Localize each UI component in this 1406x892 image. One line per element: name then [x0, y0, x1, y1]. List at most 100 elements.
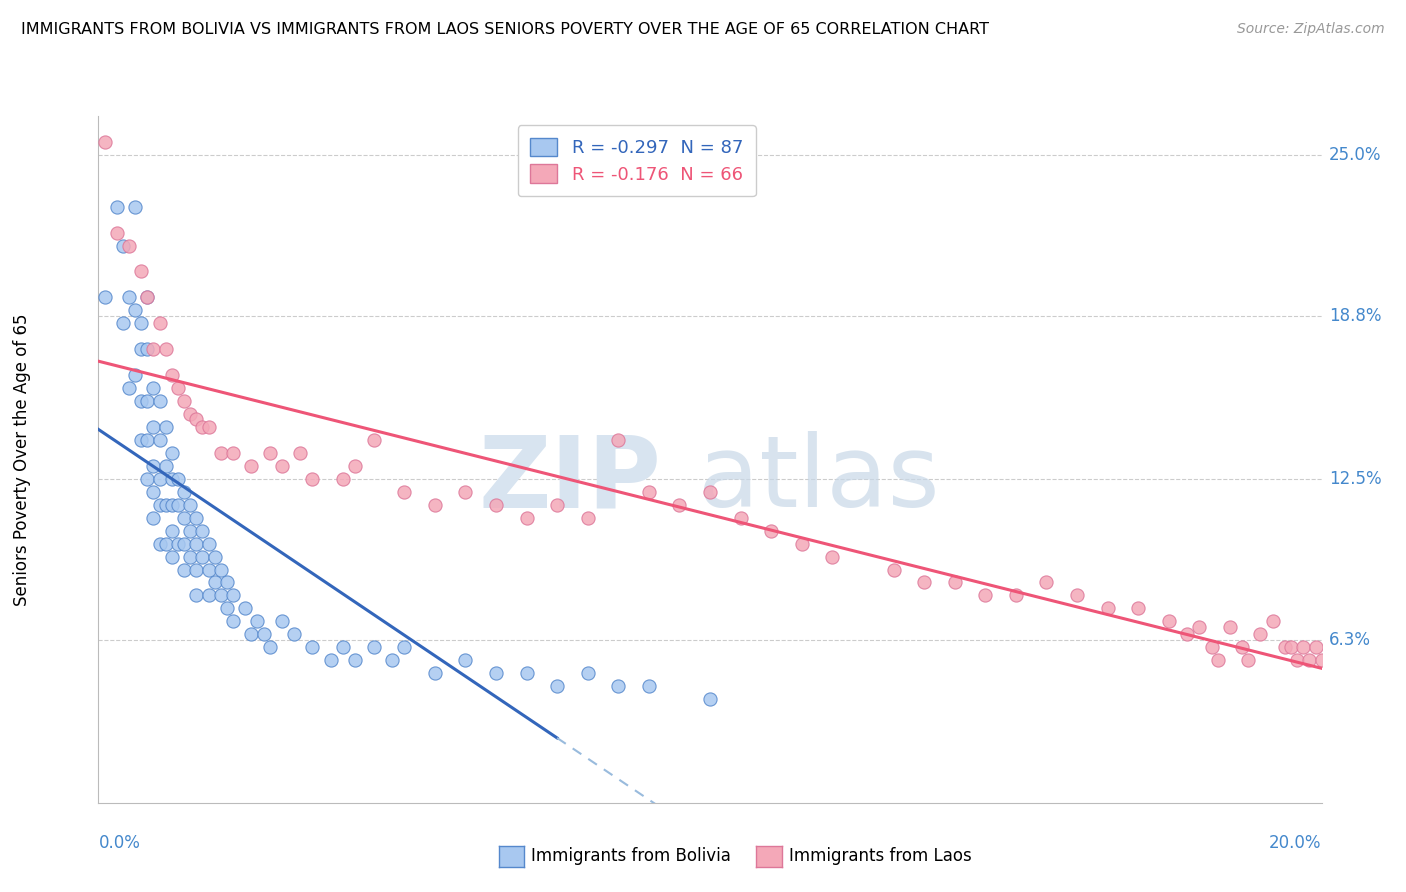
Point [344, 653, 367, 667]
Text: atlas: atlas [697, 432, 939, 528]
Point [240, 627, 263, 641]
Text: Immigrants from Bolivia: Immigrants from Bolivia [531, 847, 731, 865]
Point [173, 394, 195, 409]
Point [283, 627, 305, 641]
Point [821, 549, 844, 564]
Text: 12.5%: 12.5% [1329, 470, 1381, 488]
Point [252, 627, 274, 641]
Point [179, 498, 201, 512]
Legend: R = -0.297  N = 87, R = -0.176  N = 66: R = -0.297 N = 87, R = -0.176 N = 66 [517, 125, 756, 196]
Point [222, 615, 245, 629]
Text: 20.0%: 20.0% [1270, 834, 1322, 852]
Point [1310, 653, 1333, 667]
Point [197, 420, 219, 434]
Point [246, 615, 269, 629]
Point [1237, 653, 1260, 667]
Point [118, 381, 141, 395]
Point [759, 524, 782, 538]
Point [332, 472, 354, 486]
Point [576, 510, 599, 524]
Point [290, 446, 312, 460]
Point [186, 562, 208, 576]
Point [160, 472, 183, 486]
Point [485, 498, 508, 512]
Point [186, 589, 208, 603]
Point [883, 562, 905, 576]
Point [668, 498, 690, 512]
Point [160, 446, 183, 460]
Point [173, 536, 195, 550]
Point [209, 446, 232, 460]
Point [363, 640, 385, 655]
Point [454, 653, 477, 667]
Point [149, 472, 172, 486]
Point [173, 562, 195, 576]
Point [607, 433, 630, 447]
Point [173, 484, 195, 499]
Text: 0.0%: 0.0% [98, 834, 141, 852]
Text: ZIP: ZIP [478, 432, 661, 528]
Point [160, 549, 183, 564]
Point [637, 484, 661, 499]
Point [1201, 640, 1223, 655]
Point [124, 303, 146, 318]
Point [149, 536, 172, 550]
Point [240, 458, 263, 473]
Text: 6.3%: 6.3% [1329, 631, 1371, 648]
Point [149, 498, 172, 512]
Point [111, 316, 134, 330]
Point [1292, 640, 1315, 655]
Point [363, 433, 385, 447]
Point [209, 562, 232, 576]
Point [186, 510, 208, 524]
Point [1274, 640, 1296, 655]
Point [270, 458, 292, 473]
Point [191, 524, 214, 538]
Point [155, 420, 177, 434]
Point [155, 536, 177, 550]
Point [167, 472, 190, 486]
Point [142, 510, 165, 524]
Point [1286, 653, 1309, 667]
Point [142, 381, 165, 395]
Point [1279, 640, 1302, 655]
Point [209, 589, 232, 603]
Point [142, 458, 165, 473]
Point [233, 601, 256, 615]
Point [160, 498, 183, 512]
Point [301, 640, 323, 655]
Point [516, 510, 538, 524]
Point [1128, 601, 1150, 615]
Point [516, 666, 538, 681]
Point [186, 412, 208, 426]
Point [186, 536, 208, 550]
Point [381, 653, 404, 667]
Point [344, 458, 367, 473]
Point [1035, 575, 1057, 590]
Point [129, 264, 152, 278]
Text: Source: ZipAtlas.com: Source: ZipAtlas.com [1237, 22, 1385, 37]
Text: Immigrants from Laos: Immigrants from Laos [789, 847, 972, 865]
Point [204, 549, 226, 564]
Point [1230, 640, 1253, 655]
Point [222, 446, 245, 460]
Point [392, 484, 416, 499]
Point [105, 200, 128, 214]
Point [204, 575, 226, 590]
Point [111, 238, 134, 252]
Point [129, 433, 152, 447]
Point [454, 484, 477, 499]
Point [149, 394, 172, 409]
Point [222, 589, 245, 603]
Point [423, 666, 446, 681]
Text: 25.0%: 25.0% [1329, 145, 1381, 164]
Point [197, 589, 219, 603]
Point [105, 226, 128, 240]
Point [155, 458, 177, 473]
Point [943, 575, 966, 590]
Text: IMMIGRANTS FROM BOLIVIA VS IMMIGRANTS FROM LAOS SENIORS POVERTY OVER THE AGE OF : IMMIGRANTS FROM BOLIVIA VS IMMIGRANTS FR… [21, 22, 988, 37]
Point [191, 420, 214, 434]
Point [129, 394, 152, 409]
Text: Seniors Poverty Over the Age of 65: Seniors Poverty Over the Age of 65 [14, 313, 31, 606]
Point [974, 589, 997, 603]
